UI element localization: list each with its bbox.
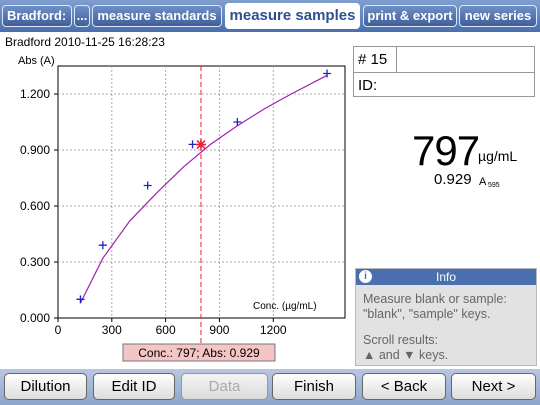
x-tick-label: 300 [102, 323, 122, 337]
info-text: Measure blank or sample: [363, 292, 507, 306]
tab-more[interactable]: ... [74, 5, 90, 27]
standard-point [233, 118, 242, 126]
readout-box [122, 343, 276, 362]
x-tick-label: 600 [156, 323, 176, 337]
divider [396, 47, 397, 72]
tab-new-series[interactable]: new series [459, 5, 537, 27]
info-title: Info [435, 270, 456, 284]
sample-number: # 15 [358, 51, 388, 68]
tab-measure-samples[interactable]: measure samples [225, 3, 360, 29]
divider [354, 72, 534, 73]
info-icon: i [359, 270, 372, 283]
result-concentration: 797 [412, 127, 480, 174]
info-text: "blank", "sample" keys. [363, 307, 491, 321]
y-tick-label: 0.600 [20, 199, 50, 213]
finish-button[interactable]: Finish [272, 373, 356, 400]
x-tick-label: 0 [55, 323, 62, 337]
plot-frame [57, 65, 346, 319]
standard-point [143, 181, 152, 190]
bottom-toolbar: Dilution Edit ID Data Finish < Back Next… [0, 369, 540, 405]
y-tick-label: 0.300 [20, 255, 50, 269]
info-text: ▲ and ▼ keys. [363, 348, 449, 362]
tab-bar: Bradford: ... measure standards measure … [0, 0, 540, 32]
result-absorbance: 0.929 [434, 171, 472, 188]
fit-curve [79, 74, 328, 304]
info-panel: i Info Measure blank or sample: "blank",… [355, 268, 537, 366]
result-unit: µg/mL [478, 148, 518, 164]
edit-id-button[interactable]: Edit ID [93, 373, 175, 400]
x-axis-label: Conc. (µg/mL) [253, 301, 317, 312]
info-header: i Info [356, 269, 536, 285]
dilution-button[interactable]: Dilution [4, 373, 87, 400]
data-button[interactable]: Data [181, 373, 268, 400]
sample-id-label[interactable]: ID: [358, 77, 378, 94]
readout-text: Conc.: 797; Abs: 0.929 [138, 346, 260, 360]
standard-point [76, 295, 85, 304]
standard-point [98, 241, 107, 250]
standard-point [323, 69, 332, 78]
x-tick-label: 1200 [260, 323, 287, 337]
sample-point [195, 139, 206, 150]
tab-measure-standards[interactable]: measure standards [92, 5, 222, 27]
x-tick-label: 900 [209, 323, 229, 337]
next-button[interactable]: Next > [451, 373, 536, 400]
standard-curve-chart: 0.000 0.300 0.600 0.900 1.200 0 300 600 900 1200 A… [18, 55, 346, 362]
y-tick-label: 0.000 [20, 311, 50, 325]
run-label: Bradford 2010-11-25 16:28:23 [5, 35, 165, 49]
y-tick-label: 1.200 [20, 87, 50, 101]
absorbance-wavelength: 595 [488, 182, 500, 189]
absorbance-unit: A [479, 176, 487, 188]
y-axis-label: Abs (A) [18, 55, 55, 67]
sample-id-box: # 15 ID: [353, 46, 535, 97]
back-button[interactable]: < Back [362, 373, 446, 400]
tab-method-title[interactable]: Bradford: [2, 5, 72, 27]
standard-point [188, 140, 197, 149]
tab-print-export[interactable]: print & export [363, 5, 457, 27]
y-tick-label: 0.900 [20, 143, 50, 157]
info-text: Scroll results: [363, 333, 439, 347]
